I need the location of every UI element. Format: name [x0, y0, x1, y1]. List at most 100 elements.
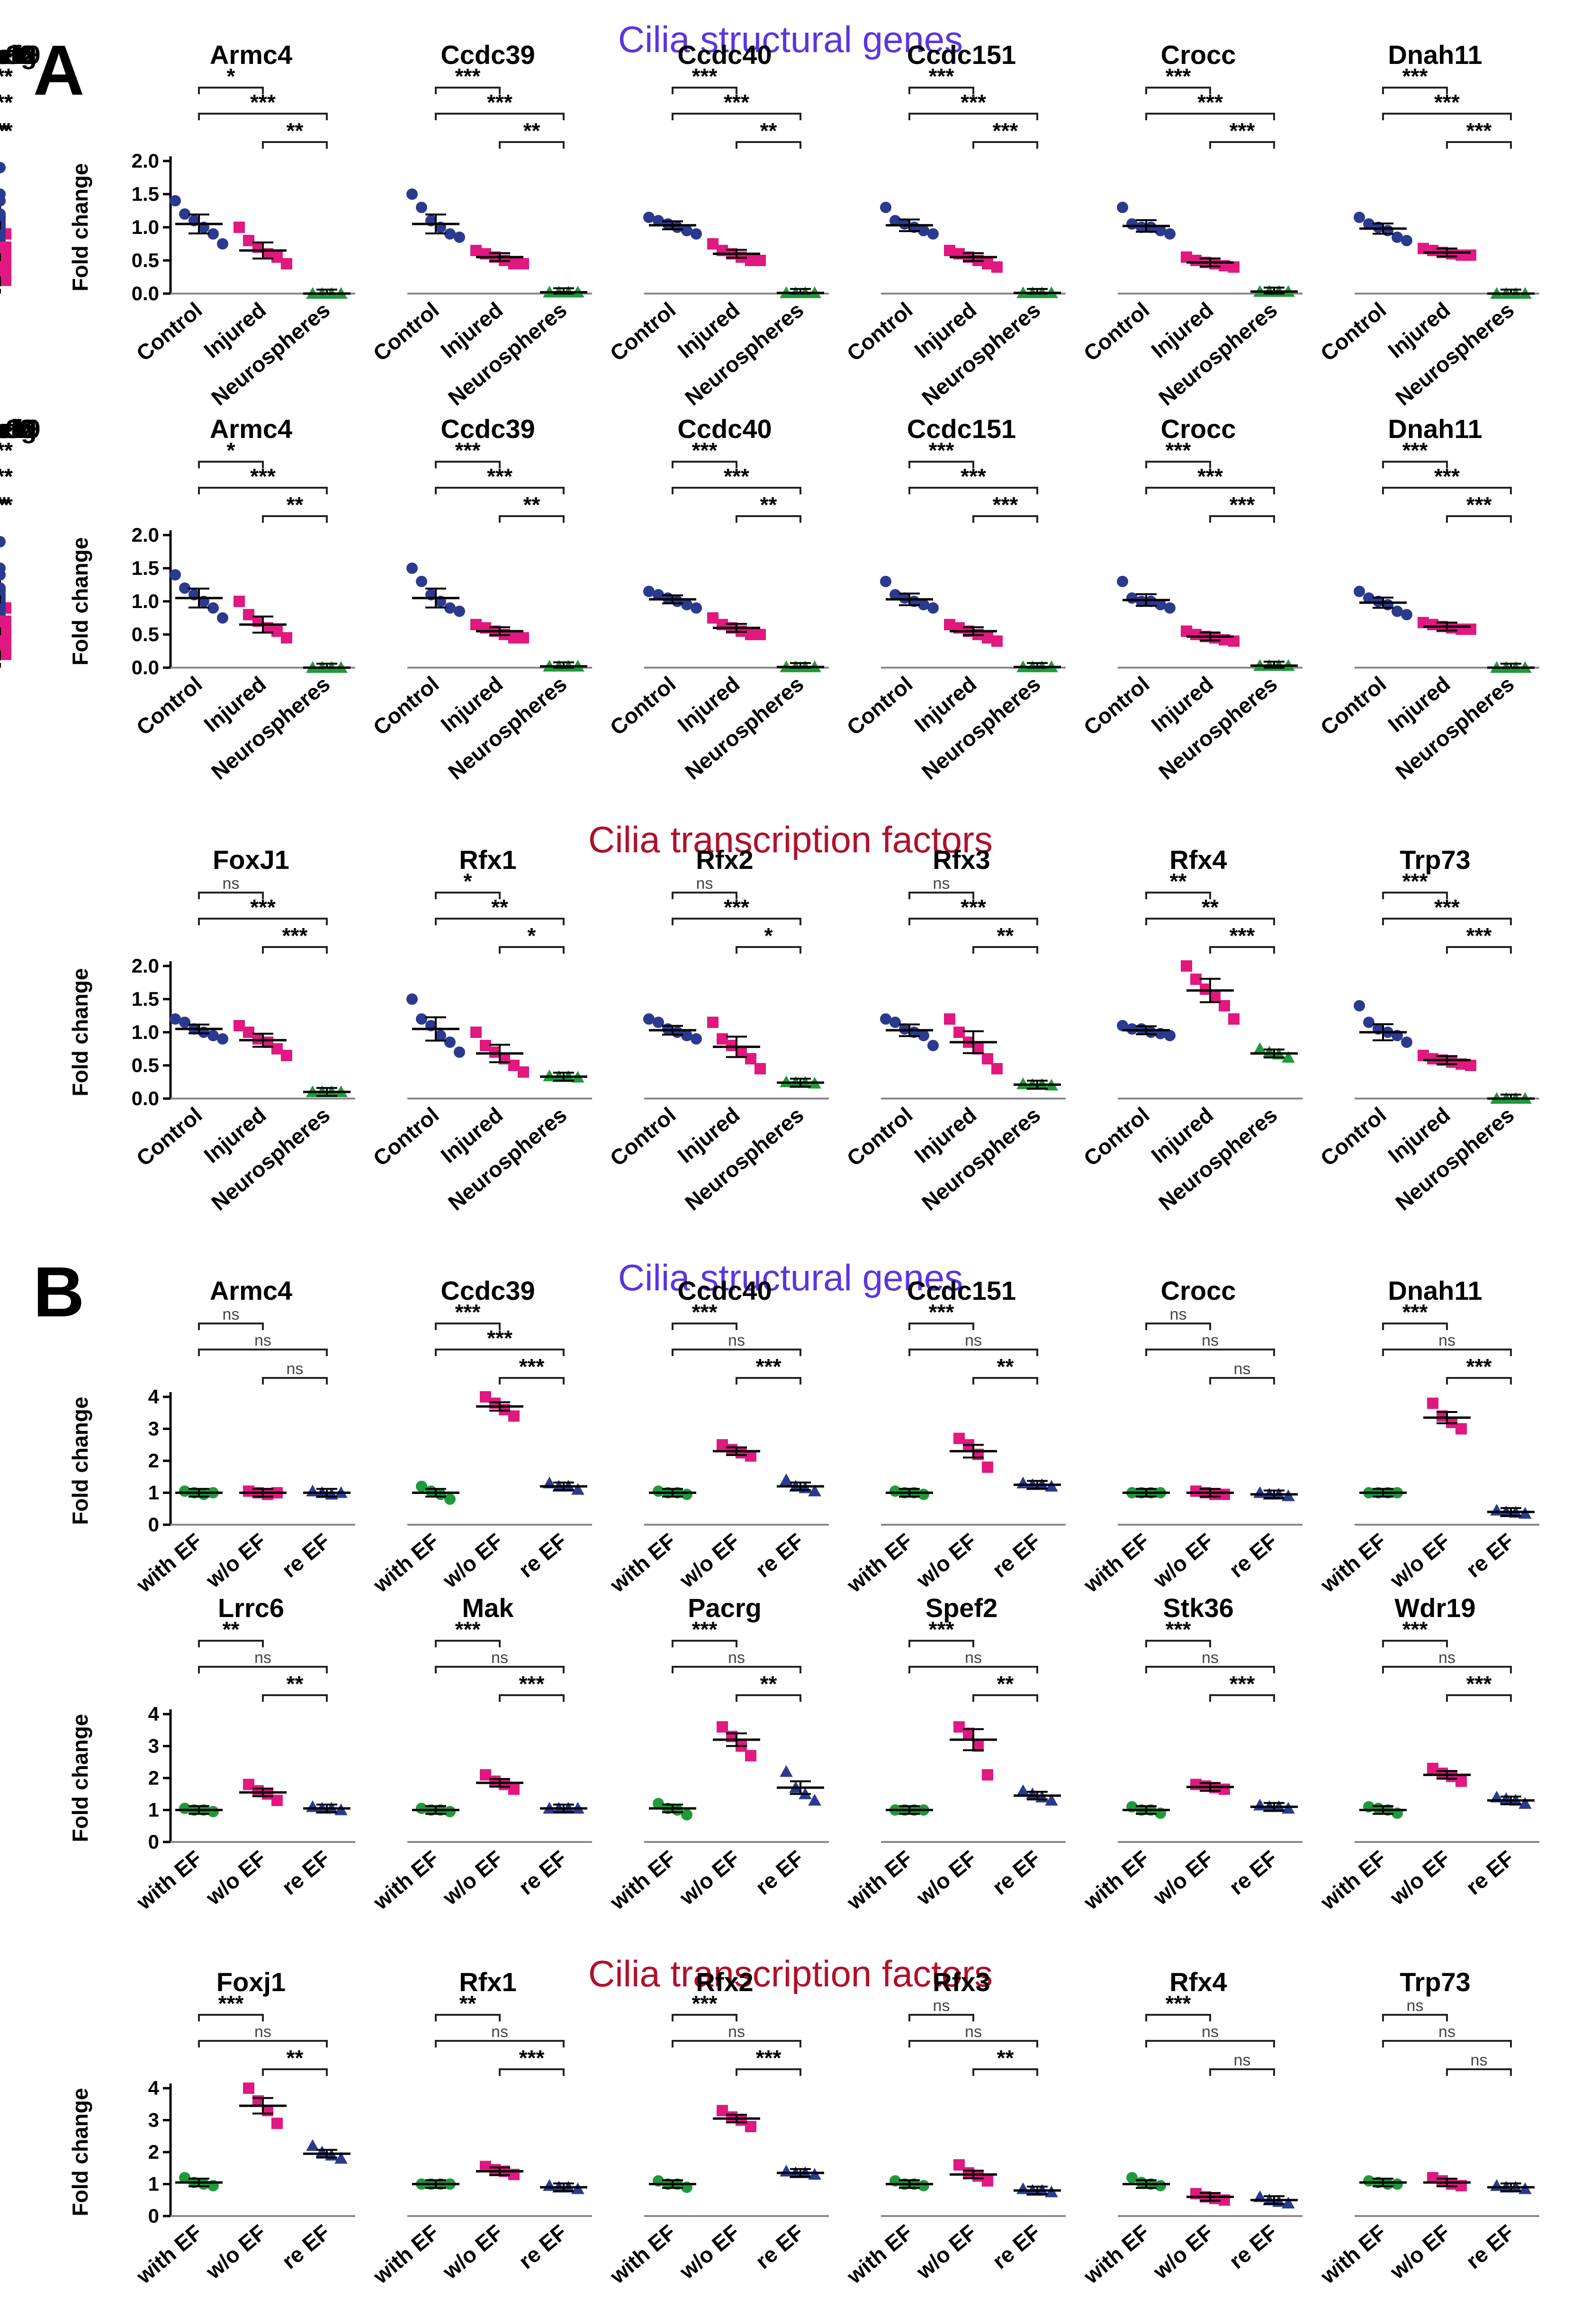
significance-bracket: [1382, 113, 1512, 120]
data-point: [1117, 576, 1128, 587]
significance-label: ns: [491, 2023, 508, 2041]
significance-bracket: [972, 141, 1038, 149]
data-point: [899, 218, 910, 230]
gene-title: Rfx4: [1169, 845, 1227, 875]
significance-bracket: [499, 946, 565, 954]
significance-label: **: [523, 492, 540, 517]
significance-bracket: [908, 461, 974, 468]
significance-label: ***: [282, 923, 308, 948]
significance-bracket: [262, 141, 328, 149]
data-point: [217, 238, 228, 250]
x-tick-label: Control: [1316, 1102, 1391, 1171]
significance-bracket: [1209, 1377, 1275, 1385]
x-tick-label: w/o EF: [911, 1846, 981, 1910]
y-tick-label: 0.5: [132, 623, 159, 645]
data-point: [334, 2152, 348, 2164]
significance-bracket: [672, 2014, 737, 2021]
significance-label: **: [223, 1617, 240, 1642]
x-tick-label: with EF: [131, 2220, 207, 2289]
significance-label: ***: [961, 90, 986, 115]
significance-label: ***: [0, 64, 13, 89]
significance-bracket: [1209, 946, 1275, 954]
significance-label: ***: [0, 90, 13, 115]
data-point: [1253, 1486, 1267, 1498]
significance-label: ns: [933, 1997, 950, 2015]
significance-bracket: [262, 1377, 328, 1385]
significance-label: ***: [0, 464, 13, 489]
data-point: [0, 569, 6, 581]
significance-label: ***: [0, 64, 13, 89]
data-point: [571, 1483, 584, 1495]
data-point: [406, 563, 418, 574]
significance-label: ***: [1230, 492, 1255, 517]
significance-label: ***: [1466, 1671, 1492, 1696]
significance-label: ***: [1166, 1617, 1191, 1642]
significance-label: ns: [1438, 2023, 1455, 2041]
y-axis-label: Fold change: [68, 2088, 92, 2217]
data-point: [179, 1017, 190, 1028]
significance-bracket: [1382, 1640, 1448, 1647]
data-point: [1392, 232, 1403, 243]
significance-label: **: [523, 118, 540, 143]
significance-bracket: [672, 461, 737, 468]
x-tick-label: with EF: [1315, 1528, 1391, 1598]
significance-label: ***: [455, 64, 481, 89]
significance-label: ns: [1234, 1360, 1251, 1378]
gene-title: Ccdc40: [677, 40, 772, 70]
significance-label: *: [764, 923, 773, 948]
significance-label: **: [997, 2046, 1014, 2070]
data-point: [170, 1013, 181, 1025]
data-point: [1354, 586, 1365, 597]
data-point: [918, 599, 929, 610]
significance-bracket: [908, 1640, 974, 1647]
data-point: [416, 1013, 427, 1025]
y-tick-label: 0: [148, 1513, 159, 1536]
significance-bracket: [1382, 1666, 1512, 1673]
significance-label: ns: [287, 1360, 304, 1378]
panel-letter: A: [33, 30, 84, 110]
data-point: [1518, 1797, 1532, 1809]
significance-bracket: [1382, 487, 1512, 494]
data-point: [889, 215, 901, 226]
data-point: [653, 1485, 664, 1497]
gene-title: Stk36: [0, 414, 36, 444]
significance-label: ns: [491, 1649, 508, 1667]
data-point: [1253, 1042, 1267, 1055]
significance-label: ***: [455, 1617, 481, 1642]
significance-label: ns: [223, 1305, 240, 1323]
significance-bracket: [672, 1323, 737, 1330]
gene-title: Dnah11: [1388, 1276, 1482, 1305]
gene-title: Rfx4: [1169, 1967, 1227, 1997]
data-point: [653, 215, 664, 226]
data-point: [991, 261, 1003, 273]
x-tick-label: Control: [605, 671, 681, 740]
significance-bracket: [198, 918, 328, 925]
significance-label: **: [0, 118, 9, 143]
gene-title: Wdr19: [1394, 1593, 1475, 1623]
significance-bracket: [499, 1694, 565, 1702]
gene-title: Rfx3: [933, 845, 990, 875]
gene-title: Crocc: [1161, 40, 1236, 70]
significance-label: ***: [1166, 1991, 1191, 2016]
significance-label: **: [0, 492, 9, 517]
significance-label: ***: [519, 1354, 545, 1379]
data-point: [306, 1800, 319, 1812]
significance-label: ***: [0, 64, 13, 89]
y-tick-label: 0.5: [132, 249, 159, 271]
significance-label: ***: [724, 464, 749, 489]
significance-bracket: [672, 487, 801, 494]
x-tick-label: w/o EF: [1148, 1846, 1218, 1910]
significance-bracket: [672, 2040, 801, 2047]
gene-title: Ccdc40: [677, 414, 772, 444]
significance-bracket: [198, 1640, 264, 1647]
y-tick-label: 0.0: [132, 656, 159, 679]
significance-label: ***: [0, 492, 13, 517]
x-tick-label: re EF: [1461, 1528, 1519, 1582]
significance-bracket: [1145, 1349, 1275, 1356]
gene-title: Dnah11: [1388, 414, 1482, 444]
significance-bracket: [972, 2068, 1038, 2076]
significance-bracket: [1145, 1323, 1211, 1330]
data-point: [234, 222, 245, 233]
data-point: [643, 586, 655, 597]
